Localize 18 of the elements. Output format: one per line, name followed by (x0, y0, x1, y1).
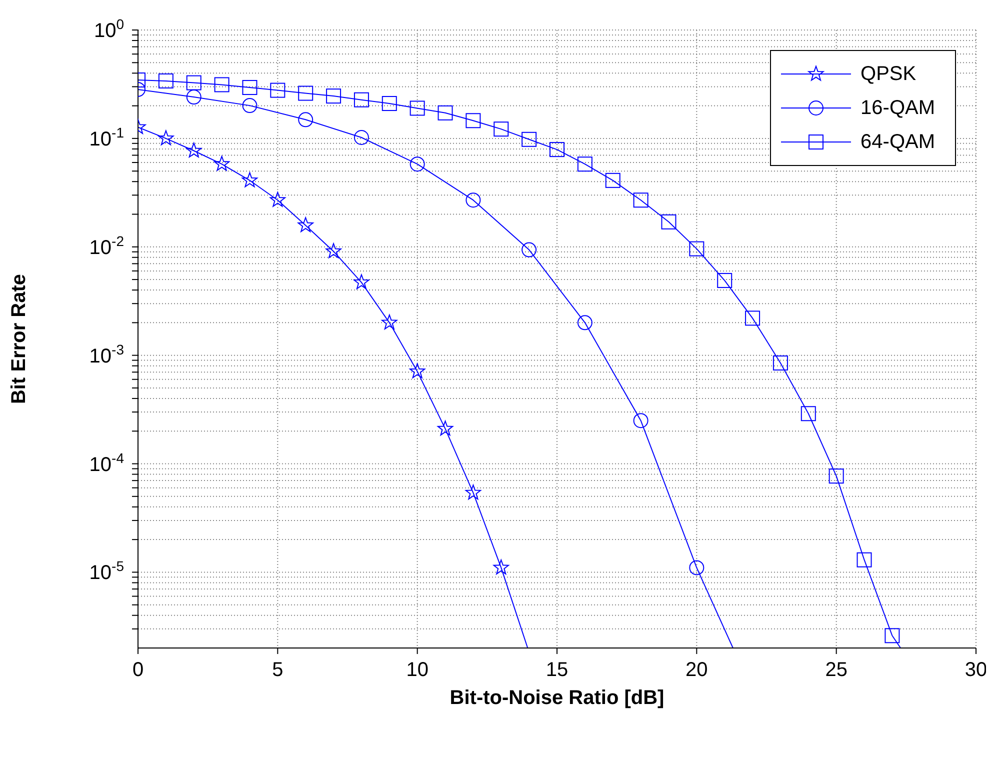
y-tick-label: 10$^{-2}$ (89, 232, 124, 259)
y-tick-label: 10$^{-4}$ (89, 450, 124, 476)
x-tick-label: 20 (686, 659, 708, 681)
x-tick-label: 10 (406, 659, 428, 681)
y-tick-label: 10$^{-5}$ (89, 558, 124, 584)
legend-label: QPSK (860, 62, 916, 86)
legend-label: 16-QAM (860, 96, 935, 120)
x-tick-label: 25 (825, 659, 848, 681)
x-tick-label: 5 (272, 659, 284, 681)
x-tick-label: 30 (964, 659, 988, 681)
y-axis-title: Bit Error Rate (8, 274, 30, 404)
legend-label: 64-QAM (860, 130, 935, 154)
y-tick-label: 10$^{0}$ (94, 16, 124, 42)
x-axis-title: Bit-to-Noise Ratio [dB] (450, 687, 664, 709)
x-tick-label: 15 (546, 659, 568, 681)
y-tick-label: 10$^{-3}$ (89, 341, 124, 368)
y-tick-label: 10$^{-1}$ (89, 124, 124, 150)
x-tick-label: 0 (132, 659, 144, 681)
